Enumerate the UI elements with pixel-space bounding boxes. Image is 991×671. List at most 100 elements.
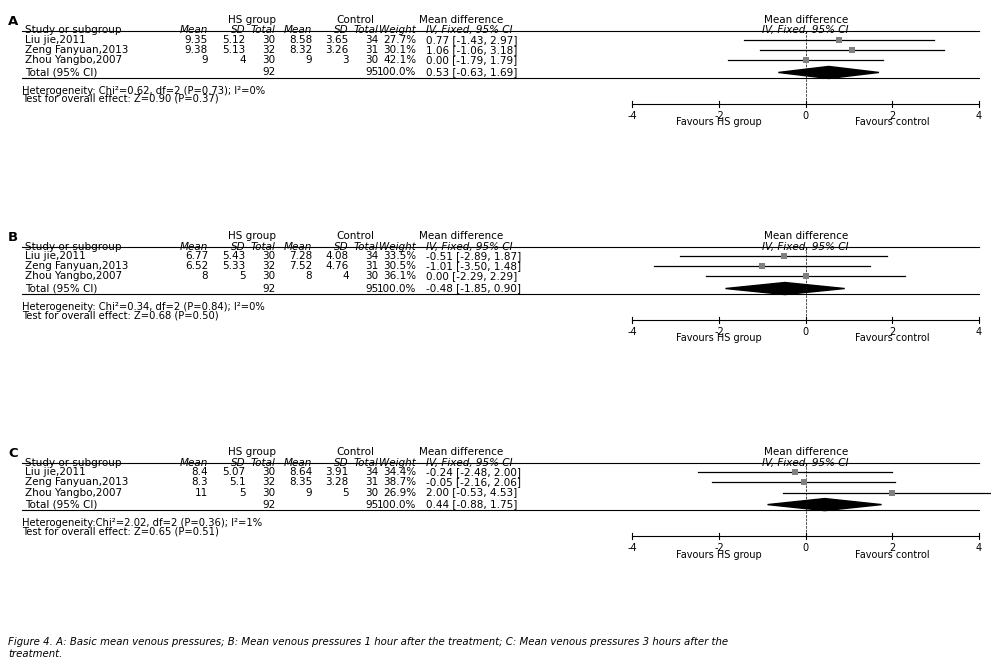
Text: Zhou Yangbo,2007: Zhou Yangbo,2007 [25, 272, 122, 281]
Text: Total: Total [251, 242, 275, 252]
Text: 7.52: 7.52 [289, 262, 312, 271]
Text: 0: 0 [803, 111, 809, 121]
Text: 6.77: 6.77 [185, 252, 208, 261]
Text: 95: 95 [366, 68, 379, 77]
Text: 100.0%: 100.0% [377, 68, 416, 77]
Text: Total (95% CI): Total (95% CI) [25, 68, 97, 77]
Text: 31: 31 [366, 262, 379, 271]
Text: 4.76: 4.76 [326, 262, 349, 271]
Text: Test for overall effect: Z=0.65 (P=0.51): Test for overall effect: Z=0.65 (P=0.51) [22, 526, 219, 536]
Text: 0.77 [-1.43, 2.97]: 0.77 [-1.43, 2.97] [426, 36, 517, 45]
Text: 38.7%: 38.7% [384, 478, 416, 487]
Text: 3.91: 3.91 [326, 468, 349, 477]
Text: Mean: Mean [179, 458, 208, 468]
Text: IV, Fixed, 95% CI: IV, Fixed, 95% CI [426, 458, 512, 468]
Text: 5.13: 5.13 [223, 46, 246, 55]
Text: 9.38: 9.38 [185, 46, 208, 55]
Text: Weight: Weight [380, 242, 416, 252]
Text: SD: SD [334, 458, 349, 468]
Text: 8.64: 8.64 [289, 468, 312, 477]
Text: 4.08: 4.08 [326, 252, 349, 261]
Text: 0: 0 [803, 327, 809, 337]
Text: 3.65: 3.65 [326, 36, 349, 45]
Text: Control: Control [336, 447, 375, 457]
Text: 27.7%: 27.7% [384, 36, 416, 45]
Text: IV, Fixed, 95% CI: IV, Fixed, 95% CI [762, 25, 849, 36]
Polygon shape [725, 282, 844, 295]
Text: Zhou Yangbo,2007: Zhou Yangbo,2007 [25, 488, 122, 497]
Text: Total: Total [354, 25, 379, 36]
Text: Favours HS group: Favours HS group [676, 333, 762, 344]
Text: Liu jie,2011: Liu jie,2011 [25, 36, 85, 45]
Text: 2: 2 [889, 543, 896, 553]
Text: Mean difference: Mean difference [418, 447, 503, 457]
Text: 5.33: 5.33 [223, 262, 246, 271]
Text: 5: 5 [239, 488, 246, 497]
Text: 92: 92 [263, 68, 275, 77]
Text: 95: 95 [366, 284, 379, 293]
Text: -4: -4 [627, 543, 637, 553]
Text: 5.1: 5.1 [229, 478, 246, 487]
Text: Favours control: Favours control [855, 550, 930, 560]
Text: 0.44 [-0.88, 1.75]: 0.44 [-0.88, 1.75] [426, 500, 517, 509]
Text: 5: 5 [239, 272, 246, 281]
Text: 3.26: 3.26 [326, 46, 349, 55]
Text: 5.12: 5.12 [223, 36, 246, 45]
Text: 8: 8 [305, 272, 312, 281]
Text: Mean difference: Mean difference [763, 15, 848, 25]
Text: Favours control: Favours control [855, 333, 930, 344]
Text: SD: SD [231, 242, 246, 252]
Text: Total: Total [251, 458, 275, 468]
Text: 2.00 [-0.53, 4.53]: 2.00 [-0.53, 4.53] [426, 488, 517, 497]
Text: HS group: HS group [228, 447, 275, 457]
Text: 42.1%: 42.1% [384, 56, 416, 65]
Text: Liu jie,2011: Liu jie,2011 [25, 468, 85, 477]
Text: 4: 4 [342, 272, 349, 281]
Text: Mean difference: Mean difference [763, 447, 848, 457]
Text: Mean: Mean [179, 25, 208, 36]
Text: 4: 4 [976, 543, 982, 553]
Text: SD: SD [231, 25, 246, 36]
Text: 30: 30 [366, 56, 379, 65]
Text: -0.05 [-2.16, 2.06]: -0.05 [-2.16, 2.06] [426, 478, 521, 487]
Text: Zeng Fanyuan,2013: Zeng Fanyuan,2013 [25, 262, 128, 271]
Text: 36.1%: 36.1% [384, 272, 416, 281]
Text: Mean: Mean [283, 242, 312, 252]
Text: 34: 34 [366, 36, 379, 45]
Text: Test for overall effect: Z=0.68 (P=0.50): Test for overall effect: Z=0.68 (P=0.50) [22, 310, 218, 320]
Text: 34: 34 [366, 252, 379, 261]
Text: Liu jie,2011: Liu jie,2011 [25, 252, 85, 261]
Text: 26.9%: 26.9% [384, 488, 416, 497]
Text: 9: 9 [305, 56, 312, 65]
Text: 1.06 [-1.06, 3.18]: 1.06 [-1.06, 3.18] [426, 46, 517, 55]
Text: Study or subgroup: Study or subgroup [25, 458, 121, 468]
Text: HS group: HS group [228, 15, 275, 25]
Text: Figure 4. A: Basic mean venous pressures; B: Mean venous pressures 1 hour after : Figure 4. A: Basic mean venous pressures… [8, 637, 728, 648]
Text: Mean: Mean [179, 242, 208, 252]
Text: 33.5%: 33.5% [384, 252, 416, 261]
Text: 6.52: 6.52 [185, 262, 208, 271]
Polygon shape [767, 499, 882, 511]
Text: 8.35: 8.35 [289, 478, 312, 487]
Text: 9: 9 [305, 488, 312, 497]
Text: 30: 30 [366, 272, 379, 281]
Text: Mean difference: Mean difference [418, 15, 503, 25]
Text: Zhou Yangbo,2007: Zhou Yangbo,2007 [25, 56, 122, 65]
Text: 3.28: 3.28 [326, 478, 349, 487]
Text: Favours control: Favours control [855, 117, 930, 127]
Text: Mean: Mean [283, 458, 312, 468]
Text: IV, Fixed, 95% CI: IV, Fixed, 95% CI [762, 458, 849, 468]
Text: -2: -2 [715, 111, 723, 121]
Text: 0: 0 [803, 543, 809, 553]
Text: C: C [8, 447, 18, 460]
Text: Favours HS group: Favours HS group [676, 550, 762, 560]
Text: 30.1%: 30.1% [384, 46, 416, 55]
Text: treatment.: treatment. [8, 649, 62, 659]
Text: 5.07: 5.07 [223, 468, 246, 477]
Text: -0.48 [-1.85, 0.90]: -0.48 [-1.85, 0.90] [426, 284, 521, 293]
Text: IV, Fixed, 95% CI: IV, Fixed, 95% CI [426, 242, 512, 252]
Text: Study or subgroup: Study or subgroup [25, 25, 121, 36]
Text: 2: 2 [889, 327, 896, 337]
Text: 95: 95 [366, 500, 379, 509]
Text: Total (95% CI): Total (95% CI) [25, 500, 97, 509]
